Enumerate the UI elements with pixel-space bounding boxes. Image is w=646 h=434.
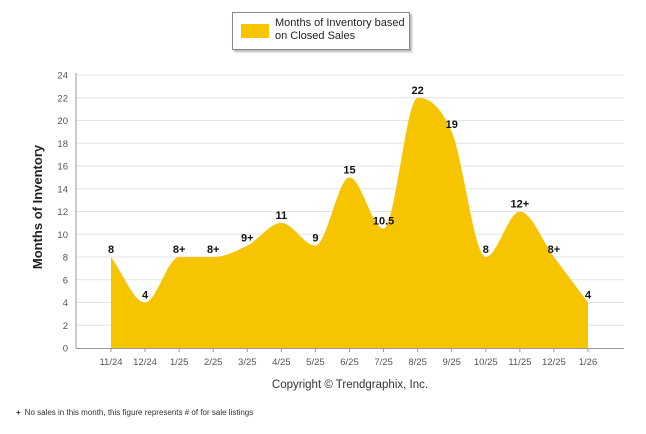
data-label: 8+ <box>173 244 186 256</box>
footnote-text: No sales in this month, this figure repr… <box>24 408 254 417</box>
data-label: 4 <box>585 290 592 302</box>
x-tick-label: 8/25 <box>408 357 427 368</box>
data-label: 12+ <box>511 199 530 211</box>
x-tick-label: 12/25 <box>542 357 566 368</box>
x-tick-label: 5/25 <box>306 357 325 368</box>
data-label: 8+ <box>548 244 561 256</box>
x-tick-label: 7/25 <box>374 357 393 368</box>
x-tick-label: 3/25 <box>238 357 257 368</box>
inventory-area <box>111 97 588 348</box>
y-tick-label: 0 <box>63 344 68 355</box>
legend: Months of Inventory based on Closed Sale… <box>232 12 410 50</box>
data-label: 15 <box>343 164 355 176</box>
x-tick-labels: 11/24 12/24 1/25 2/25 3/25 4/25 5/25 6/25 7/25 8/… <box>99 348 597 368</box>
y-tick-label: 8 <box>63 253 68 264</box>
footnote-marker: + <box>16 408 21 417</box>
y-tick-label: 6 <box>63 275 68 286</box>
y-tick-label: 14 <box>57 184 68 195</box>
y-tick-label: 18 <box>57 139 68 150</box>
y-tick-label: 10 <box>57 230 68 241</box>
x-tick-label: 11/24 <box>99 357 122 368</box>
x-axis-title: Copyright © Trendgraphix, Inc. <box>272 379 428 391</box>
y-tick-label: 22 <box>57 93 68 104</box>
data-label: 19 <box>446 119 458 131</box>
footnote: + No sales in this month, this figure rep… <box>16 408 253 417</box>
y-tick-label: 4 <box>63 298 68 309</box>
data-label: 4 <box>142 290 149 302</box>
x-tick-label: 2/25 <box>204 357 223 368</box>
y-tick-label: 16 <box>57 162 68 173</box>
data-label: 8 <box>108 244 114 256</box>
x-tick-label: 9/25 <box>442 357 461 368</box>
x-tick-label: 6/25 <box>340 357 359 368</box>
data-label: 11 <box>276 210 288 222</box>
data-label: 9 <box>312 233 318 245</box>
legend-label: Months of Inventory based on Closed Sale… <box>275 17 405 42</box>
y-axis-title: Months of Inventory <box>30 144 45 269</box>
y-tick-label: 24 <box>57 71 68 82</box>
legend-swatch <box>241 24 269 38</box>
data-label: 8 <box>483 244 489 256</box>
x-tick-label: 11/25 <box>508 357 531 368</box>
x-tick-label: 12/24 <box>133 357 157 368</box>
data-labels: 8 4 8+ 8+ 9+ 11 9 15 10.5 22 19 8 12+ 8+ 4 <box>108 85 592 302</box>
x-tick-label: 10/25 <box>474 357 498 368</box>
x-tick-label: 1/25 <box>170 357 189 368</box>
data-label: 8+ <box>207 244 220 256</box>
y-tick-label: 2 <box>63 321 68 332</box>
y-tick-label: 20 <box>57 116 68 127</box>
data-label: 10.5 <box>373 216 394 228</box>
x-tick-label: 1/26 <box>579 357 598 368</box>
y-tick-label: 12 <box>57 207 68 218</box>
x-tick-label: 4/25 <box>272 357 291 368</box>
data-label: 9+ <box>241 233 254 245</box>
data-label: 22 <box>412 85 424 97</box>
